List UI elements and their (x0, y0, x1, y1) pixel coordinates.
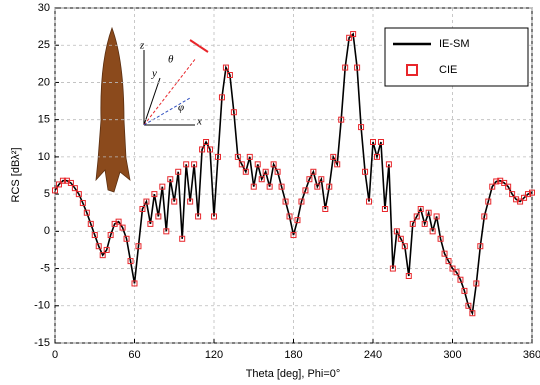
inset-label: x (196, 116, 202, 128)
x-tick-label: 360 (523, 349, 540, 361)
y-tick-label: 10 (38, 151, 50, 163)
x-tick-label: 60 (128, 349, 140, 361)
y-tick-label: 30 (38, 2, 50, 14)
chart: Theta [deg], Phi=0° RCS [dBλ²] -15 -10 -5 0… (0, 0, 540, 385)
inset-label: φ (178, 102, 184, 114)
x-tick-label: 300 (443, 349, 461, 361)
inset-label: y (151, 68, 157, 80)
x-tick-label: 120 (205, 349, 223, 361)
y-tick-label: 5 (44, 188, 50, 200)
y-tick-label: 20 (38, 76, 50, 88)
inset-label: z (139, 40, 145, 52)
x-axis-label: Theta [deg], Phi=0° (246, 368, 341, 380)
x-tick-label: 0 (52, 349, 58, 361)
y-axis-label: RCS [dBλ²] (10, 147, 22, 202)
x-tick-label: 240 (364, 349, 382, 361)
y-tick-label: 25 (38, 39, 50, 51)
y-tick-label: 15 (38, 114, 50, 126)
rocket-inset (96, 28, 208, 192)
inset-label: θ (168, 54, 174, 66)
y-tick-label: -10 (34, 300, 50, 312)
x-tick-label: 180 (284, 349, 302, 361)
y-tick-label: 0 (44, 225, 50, 237)
y-tick-label: -5 (40, 262, 50, 274)
legend-box (385, 28, 528, 86)
legend-label: IE-SM (439, 38, 470, 50)
legend-label: CIE (439, 64, 457, 76)
y-tick-label: -15 (34, 337, 50, 349)
